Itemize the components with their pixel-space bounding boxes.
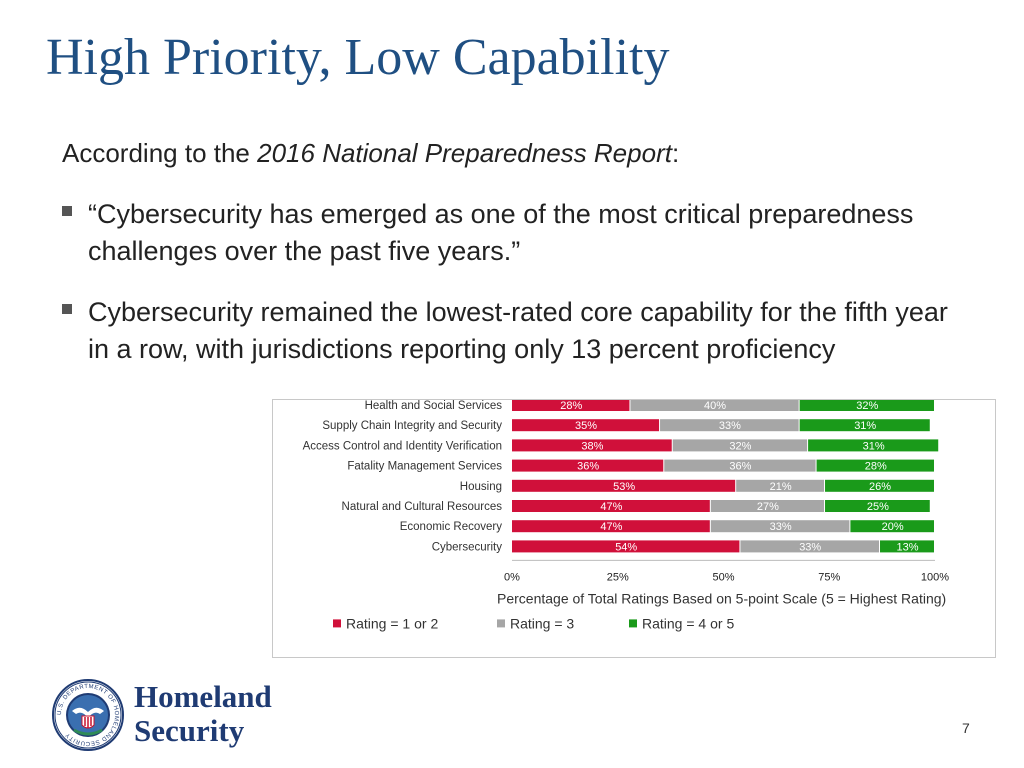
bar-segment [710,500,825,512]
x-tick-label: 25% [607,571,629,583]
legend-swatch [497,619,505,628]
data-label: 35% [575,420,597,432]
data-label: 31% [863,440,885,452]
data-label: 47% [600,501,622,513]
x-tick-label: 100% [921,571,949,583]
data-label: 32% [856,400,878,412]
bullet-item-lowest-rated: Cybersecurity remained the lowest-rated … [62,294,972,368]
x-tick-label: 75% [818,571,840,583]
category-label: Housing [460,481,502,493]
category-label: Supply Chain Integrity and Security [322,420,502,432]
bar-segment [850,520,934,533]
bar-segment [512,540,740,553]
legend-label: Rating = 4 or 5 [642,615,734,631]
bar-segment [512,500,710,512]
data-label: 28% [560,400,582,412]
data-label: 21% [770,481,792,493]
category-label: Cybersecurity [432,541,503,553]
category-label: Access Control and Identity Verification [303,440,502,452]
bar-segment [825,479,934,492]
x-tick-label: 50% [712,571,734,583]
bar-segment [816,459,934,472]
bar-segment [808,439,939,452]
bar-segment [512,479,736,492]
legend-label: Rating = 3 [510,615,574,631]
bullet-text: “Cybersecurity has emerged as one of the… [88,199,914,266]
data-label: 36% [577,461,599,473]
legend-swatch [629,619,637,628]
bar-segment [740,540,880,553]
data-label: 25% [867,501,889,513]
bullet-item-quote: “Cybersecurity has emerged as one of the… [62,196,972,270]
legend-swatch [333,619,341,628]
bar-segment [825,500,930,512]
page-number: 7 [962,720,970,736]
bar-segment [736,479,825,492]
data-label: 54% [615,541,637,553]
bar-segment [799,419,930,432]
category-label: Natural and Cultural Resources [342,501,503,513]
bullet-text: Cybersecurity remained the lowest-rated … [88,297,948,364]
x-tick-label: 0% [504,571,520,583]
data-label: 13% [896,541,918,553]
bar-segment [512,439,672,452]
data-label: 26% [869,481,891,493]
slide-title: High Priority, Low Capability [46,29,670,86]
stacked-bar-chart: Health and Social Services 28% 40% 32% Suppl… [272,399,996,658]
data-label: 20% [882,521,904,533]
bar-segment [512,400,630,411]
logo-wordmark: Homeland Security [134,680,272,748]
chart-canvas: Health and Social Services 28% 40% 32% Suppl… [303,400,949,631]
intro-prefix: According to the [62,138,258,168]
data-label: 36% [729,461,751,473]
bar-segment [672,439,808,452]
bar-segment [664,459,816,472]
intro-suffix: : [671,138,680,168]
square-bullet-icon [62,304,72,314]
bar-segment [880,540,934,553]
data-label: 33% [770,521,792,533]
data-label: 28% [865,461,887,473]
logo-line-security: Security [134,713,245,748]
data-label: 32% [729,440,751,452]
intro-text: According to the 2016 National Preparedn… [62,138,679,169]
bar-segment [512,520,710,533]
bar-segment [799,400,934,411]
bar-segment [660,419,799,432]
category-label: Economic Recovery [400,521,503,533]
data-label: 33% [719,420,741,432]
category-label: Fatality Management Services [347,461,502,473]
data-label: 53% [613,481,635,493]
dhs-logo: U.S. DEPARTMENT OF HOMELAND SECURITY Hom… [48,678,298,753]
bar-segment [512,419,660,432]
data-label: 27% [757,501,779,513]
data-label: 40% [704,400,726,412]
report-name: 2016 National Preparedness Report [257,138,672,168]
data-label: 31% [854,420,876,432]
data-label: 38% [581,440,603,452]
x-axis-title: Percentage of Total Ratings Based on 5-p… [497,590,946,606]
category-label: Health and Social Services [365,400,503,412]
logo-line-homeland: Homeland [134,679,272,714]
square-bullet-icon [62,206,72,216]
bar-segment [630,400,799,411]
data-label: 47% [600,521,622,533]
dhs-seal-icon: U.S. DEPARTMENT OF HOMELAND SECURITY [52,679,124,751]
bar-segment [710,520,850,533]
legend-label: Rating = 1 or 2 [346,615,438,631]
data-label: 33% [799,541,821,553]
bar-segment [512,459,664,472]
